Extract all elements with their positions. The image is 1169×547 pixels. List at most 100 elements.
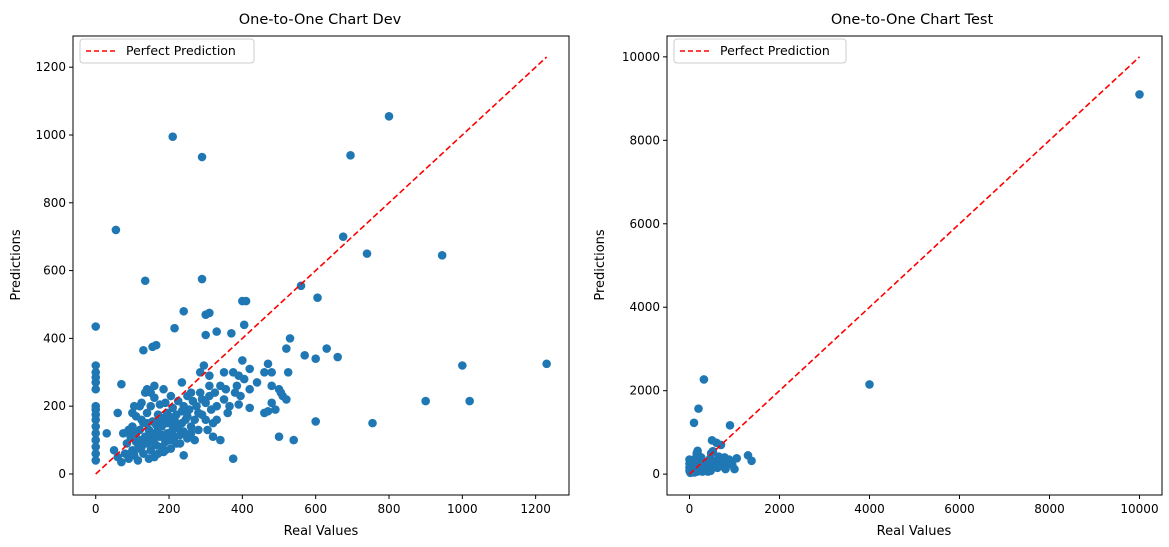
y-tick-label: 1200 [35,60,66,74]
scatter-point [146,401,156,411]
y-tick-label: 10000 [622,50,660,64]
scatter-point [236,391,245,401]
scatter-point [421,396,430,406]
scatter-point [177,378,187,387]
scatter-point [146,388,156,397]
scatter-point [139,345,148,355]
scatter-point [172,422,181,431]
scatter-point [170,323,179,333]
scatter-point [166,391,176,401]
y-tick-label: 1000 [35,128,66,142]
scatter-point [384,112,394,121]
scatter-point [239,374,249,384]
scatter-point [168,132,178,141]
scatter-point [168,435,178,445]
scatter-point [91,456,101,465]
scatter-point [271,405,280,414]
scatter-point [694,404,703,413]
scatter-point [159,384,168,394]
scatter-point [194,408,203,418]
scatter-point [346,151,355,160]
scatter-point [239,320,249,330]
scatter-point [153,423,163,433]
scatter-point [139,449,148,458]
scatter-point [267,381,276,391]
scatter-point [465,396,474,406]
scatter-point [179,451,189,460]
scatter-point [194,425,203,435]
scatter-point [150,439,159,448]
scatter-point [91,442,101,452]
scatter-point [175,439,185,448]
scatter-point [228,367,238,377]
x-tick-label: 8000 [1034,502,1065,516]
x-axis-ticks: 0 200 400 600 800 1000 1200 [92,495,551,516]
scatter-point [126,449,135,458]
scatter-point [282,344,291,353]
scatter-point [197,395,207,404]
scatter-point [161,398,170,408]
scatter-point [183,412,192,421]
chart-dev: One-to-One Chart Dev 0 200 400 600 800 1000 12… [9,12,570,539]
x-tick-label: 2000 [764,502,795,516]
scatter-point [109,445,119,455]
x-axis-label: Real Values [284,524,359,539]
scatter-point [232,381,242,391]
y-tick-label: 6000 [629,217,660,231]
scatter-point [91,422,101,431]
scatter-point [219,395,229,404]
y-tick-label: 0 [58,467,66,481]
legend: Perfect Prediction [79,38,255,64]
y-tick-label: 2000 [629,384,660,398]
scatter-point [91,378,101,387]
scatter-point [199,361,209,370]
scatter-point [186,429,196,438]
scatter-point [338,232,348,241]
scatter-point [542,359,551,369]
y-axis-label: Predictions [593,229,608,301]
scatter-point [311,354,320,364]
scatter-point [437,251,447,260]
chart-title: One-to-One Chart Test [831,12,994,28]
scatter-point [223,408,233,418]
scatter-point [91,449,101,458]
scatter-point [267,398,276,408]
scatter-point [205,381,214,391]
x-tick-label: 10000 [1120,502,1158,516]
scatter-point [212,401,222,411]
scatter-point [190,435,200,445]
scatter-point [300,351,309,360]
scatter-point [362,249,372,258]
scatter-point [186,422,196,431]
axes-frame [666,35,1163,496]
scatter-point [205,371,214,380]
plot-area [91,56,551,475]
scatter-point [142,408,152,418]
scatter-point [289,435,298,445]
scatter-point [91,429,101,438]
scatter-point [225,401,234,411]
scatter-point [113,408,123,418]
scatter-point [186,388,196,397]
scatter-point [687,457,696,466]
scatter-point [333,352,342,362]
y-axis-label: Predictions [9,229,24,301]
x-tick-label: 200 [158,502,181,516]
scatter-point [111,225,121,235]
scatter-point [91,322,101,331]
scatter-point [146,445,156,455]
scatter-point [201,415,211,425]
scatter-point [747,456,756,466]
scatter-point [274,432,284,441]
x-tick-label: 4000 [854,502,885,516]
x-tick-label: 1200 [520,502,551,516]
scatter-point [203,425,212,435]
scatter-point [219,367,229,377]
scatter-point [91,435,101,445]
y-tick-label: 800 [43,196,66,210]
scatter-point [133,456,143,465]
y-tick-label: 400 [43,331,66,345]
scatter-point [282,395,291,404]
scatter-point [179,427,189,436]
scatter-point [190,415,200,425]
